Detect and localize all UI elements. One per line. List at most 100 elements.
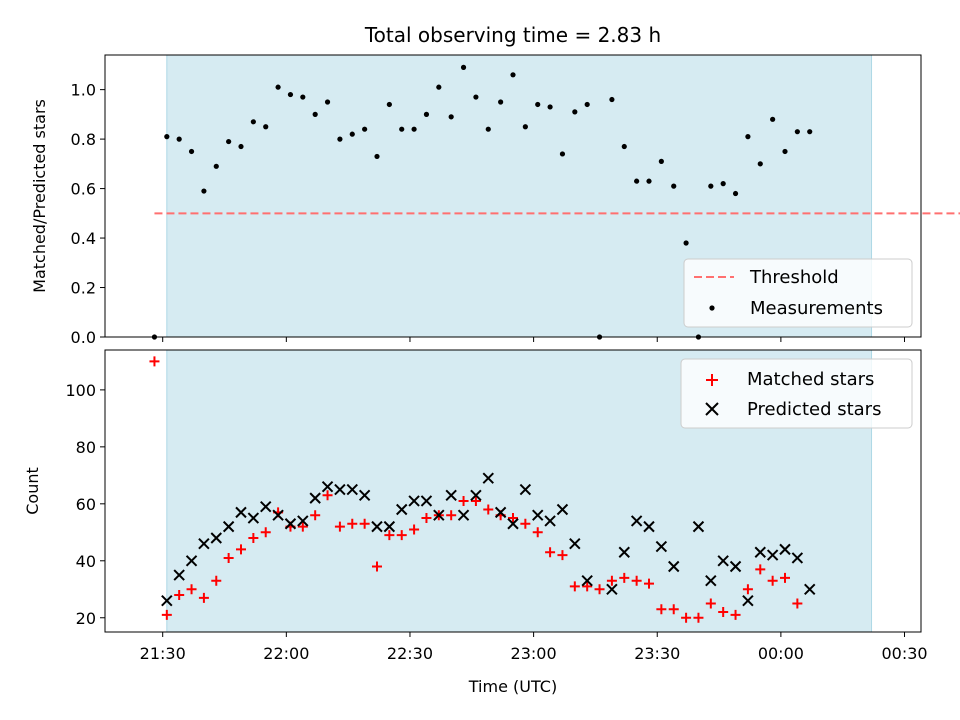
predicted-star-point [779,543,791,556]
predicted-star-point [606,583,618,595]
y-tick-label: 0.2 [71,279,96,298]
predicted-star-point [420,495,433,507]
matched-star-point [656,604,667,615]
measurement-point [708,183,714,189]
legend-measurement-swatch [709,305,715,311]
matched-star-point [780,572,790,583]
matched-star-point [347,518,358,529]
measurement-point [374,153,380,160]
matched-star-point [693,612,704,623]
predicted-star-point [729,560,742,573]
measurement-point [510,72,516,78]
measurement-point [287,91,294,98]
measurement-point [794,129,800,135]
y-axis-label: Matched/Predicted stars [30,99,49,293]
measurement-point [250,119,256,125]
matched-star-point [149,356,160,367]
matched-star-point [161,609,172,620]
predicted-star-point [358,489,371,501]
legend: Matched stars Predicted stars [680,358,913,429]
measurement-point [745,134,751,140]
predicted-star-point [321,481,334,493]
measurement-point [559,151,566,157]
matched-star-point [718,607,729,618]
predicted-star-point [272,509,284,521]
predicted-star-point [754,546,766,558]
measurement-point [238,143,244,150]
predicted-star-point [334,483,346,496]
x-tick-label: 23:30 [634,644,680,663]
predicted-star-point [396,503,408,516]
matched-star-point [545,547,556,558]
matched-star-point [619,572,630,583]
measurement-point [411,126,417,132]
predicted-star-point [185,555,198,567]
measurement-point [720,181,726,187]
measurement-point [683,240,689,246]
measurement-point [535,101,541,108]
measurement-point [634,178,640,184]
measurement-point [485,126,491,132]
measurement-point [164,134,170,140]
predicted-star-point [445,489,457,501]
predicted-star-point [569,537,581,550]
measurement-point [312,111,318,117]
predicted-star-point [297,515,309,527]
y-tick-label: 0.8 [71,130,96,149]
matched-star-point [755,564,766,575]
y-tick-label: 0.4 [71,229,96,248]
measurement-point [448,114,454,120]
matched-star-point [186,584,197,595]
measurement-point [399,126,405,132]
matched-star-point [396,530,407,541]
axes-frame [104,349,922,633]
measurement-point [782,148,788,155]
measurement-point [646,178,652,184]
legend-matched-swatch [706,374,718,386]
matched-star-point [644,578,654,589]
matched-star-point [681,612,692,623]
matched-star-point [582,581,593,592]
matched-star-point [483,504,494,515]
top-panel: 0.0 0.2 0.4 0.6 0.8 1.0 Matched/Predicted star… [30,23,960,347]
matched-star-point [606,575,617,586]
measurement-point [770,116,776,122]
chart-title: Total observing time = 2.83 h [364,23,661,47]
legend-threshold-label: Threshold [749,267,839,288]
predicted-star-point [655,540,668,553]
predicted-star-point [161,594,173,607]
measurement-point [337,136,343,142]
x-axis-label: Time (UTC) [468,677,557,696]
measurement-point [732,190,739,197]
y-tick-label: 40 [76,552,96,571]
y-tick-label: 0.6 [71,180,96,199]
predicted-star-point [284,518,297,530]
measurement-point [621,143,627,150]
predicted-star-point [742,594,754,607]
predicted-star-point [519,483,532,496]
measurement-point [386,101,392,108]
matched-star-point [557,550,568,561]
predicted-star-point [260,500,272,513]
matched-star-point [248,533,259,543]
matched-star-point [631,575,642,586]
matched-star-point [569,581,580,592]
x-tick-label: 21:30 [140,644,186,663]
bottom-panel: 20 40 60 80 100 Count 21:30 22:00 22:30 23:00 23:3… [23,349,928,696]
legend-matched-label: Matched stars [747,369,874,390]
matched-star-point [174,589,185,600]
measurement-point [324,99,331,105]
matched-star-point [742,584,753,595]
predicted-star-point [766,549,779,561]
measurement-point [807,129,813,135]
matched-star-point [705,598,716,609]
predicted-star-point [457,509,470,521]
matched-star-point [594,584,605,595]
matched-star-point [508,513,518,524]
predicted-star-point [692,520,705,533]
predicted-star-point [371,520,383,533]
matched-star-point [223,552,234,563]
measurement-point [201,188,207,194]
predicted-star-point [247,512,260,524]
predicted-star-point [804,583,816,595]
